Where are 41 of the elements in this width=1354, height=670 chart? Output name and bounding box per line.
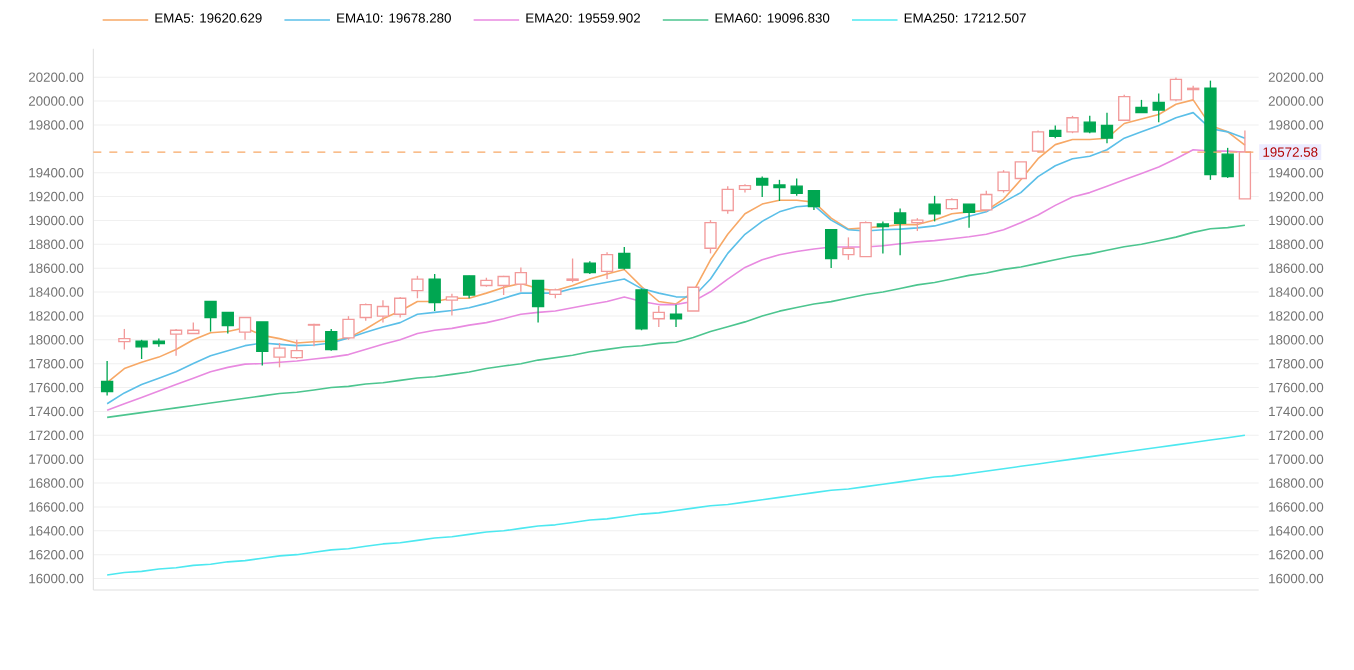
candlestick: [290, 339, 303, 360]
candlestick: [704, 219, 717, 255]
candlestick: [462, 275, 476, 299]
candlestick: [531, 279, 545, 324]
candlestick: [204, 300, 217, 333]
candlestick: [394, 296, 407, 319]
candlestick: [1152, 92, 1165, 123]
candlestick: [962, 203, 976, 229]
candlestick: [411, 275, 424, 299]
candlestick: [169, 328, 183, 357]
candlestick: [928, 195, 941, 223]
candlestick: [773, 179, 786, 202]
candlestick: [428, 273, 441, 312]
candlestick: [1238, 129, 1252, 200]
candlestick: [118, 328, 131, 351]
candlestick: [859, 220, 872, 258]
candlestick: [824, 229, 838, 269]
candlestick: [893, 207, 907, 256]
candlestick: [273, 342, 286, 369]
candlestick: [756, 175, 769, 198]
candlestick: [256, 321, 269, 367]
candlestick: [445, 293, 459, 317]
candlestick: [980, 190, 993, 213]
candlestick: [997, 169, 1010, 194]
candlestick: [600, 251, 614, 280]
candlestick: [566, 257, 579, 283]
candlestick: [100, 360, 114, 397]
candlestick: [876, 220, 890, 255]
candlestick: [807, 190, 821, 211]
candlestick: [1100, 111, 1114, 144]
candlestick: [514, 266, 528, 293]
candlestick: [721, 185, 734, 215]
candlestick: [221, 311, 234, 335]
candlestick: [376, 299, 390, 324]
candlestick: [325, 328, 338, 352]
candlestick: [1221, 147, 1234, 179]
candlestick: [1118, 94, 1131, 121]
candlestick: [238, 316, 252, 341]
candlestick: [842, 236, 855, 261]
candlestick: [687, 286, 700, 312]
candlestick: [342, 315, 355, 341]
